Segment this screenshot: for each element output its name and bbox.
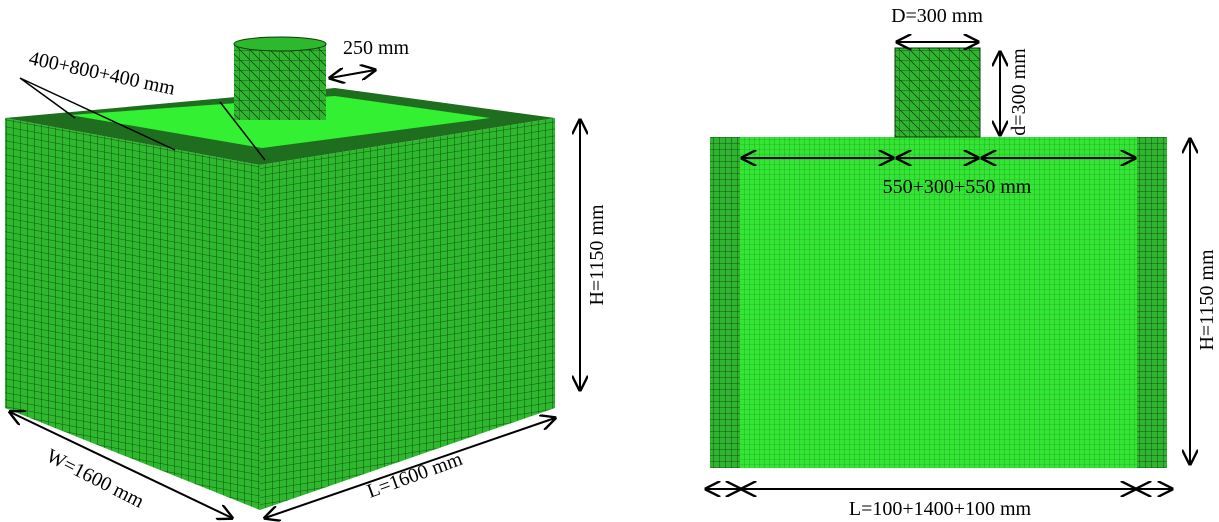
cylinder: [234, 44, 326, 120]
label: L=100+1400+100 mm: [849, 498, 1032, 520]
wall-right: [1137, 137, 1167, 468]
label: 250 mm: [343, 37, 410, 59]
cylinder-top: [234, 37, 326, 51]
front-face: [5, 118, 260, 510]
label: d=300 mm: [1008, 48, 1030, 136]
label: D=300 mm: [891, 5, 983, 27]
arrow: [330, 70, 375, 78]
left-view: 400+800+400 mm 250 mm H=1150 mm W=1600 m…: [5, 37, 608, 518]
cylinder: [895, 48, 980, 137]
wall-left: [710, 137, 740, 468]
label: 550+300+550 mm: [883, 176, 1032, 198]
label: H=1150 mm: [1196, 249, 1218, 351]
side-face: [260, 118, 555, 510]
label: H=1150 mm: [586, 204, 608, 306]
diagram: 400+800+400 mm 250 mm H=1150 mm W=1600 m…: [0, 0, 1219, 522]
right-view: D=300 mm d=300 mm 550+300+550 mm H=1150 …: [706, 5, 1218, 520]
